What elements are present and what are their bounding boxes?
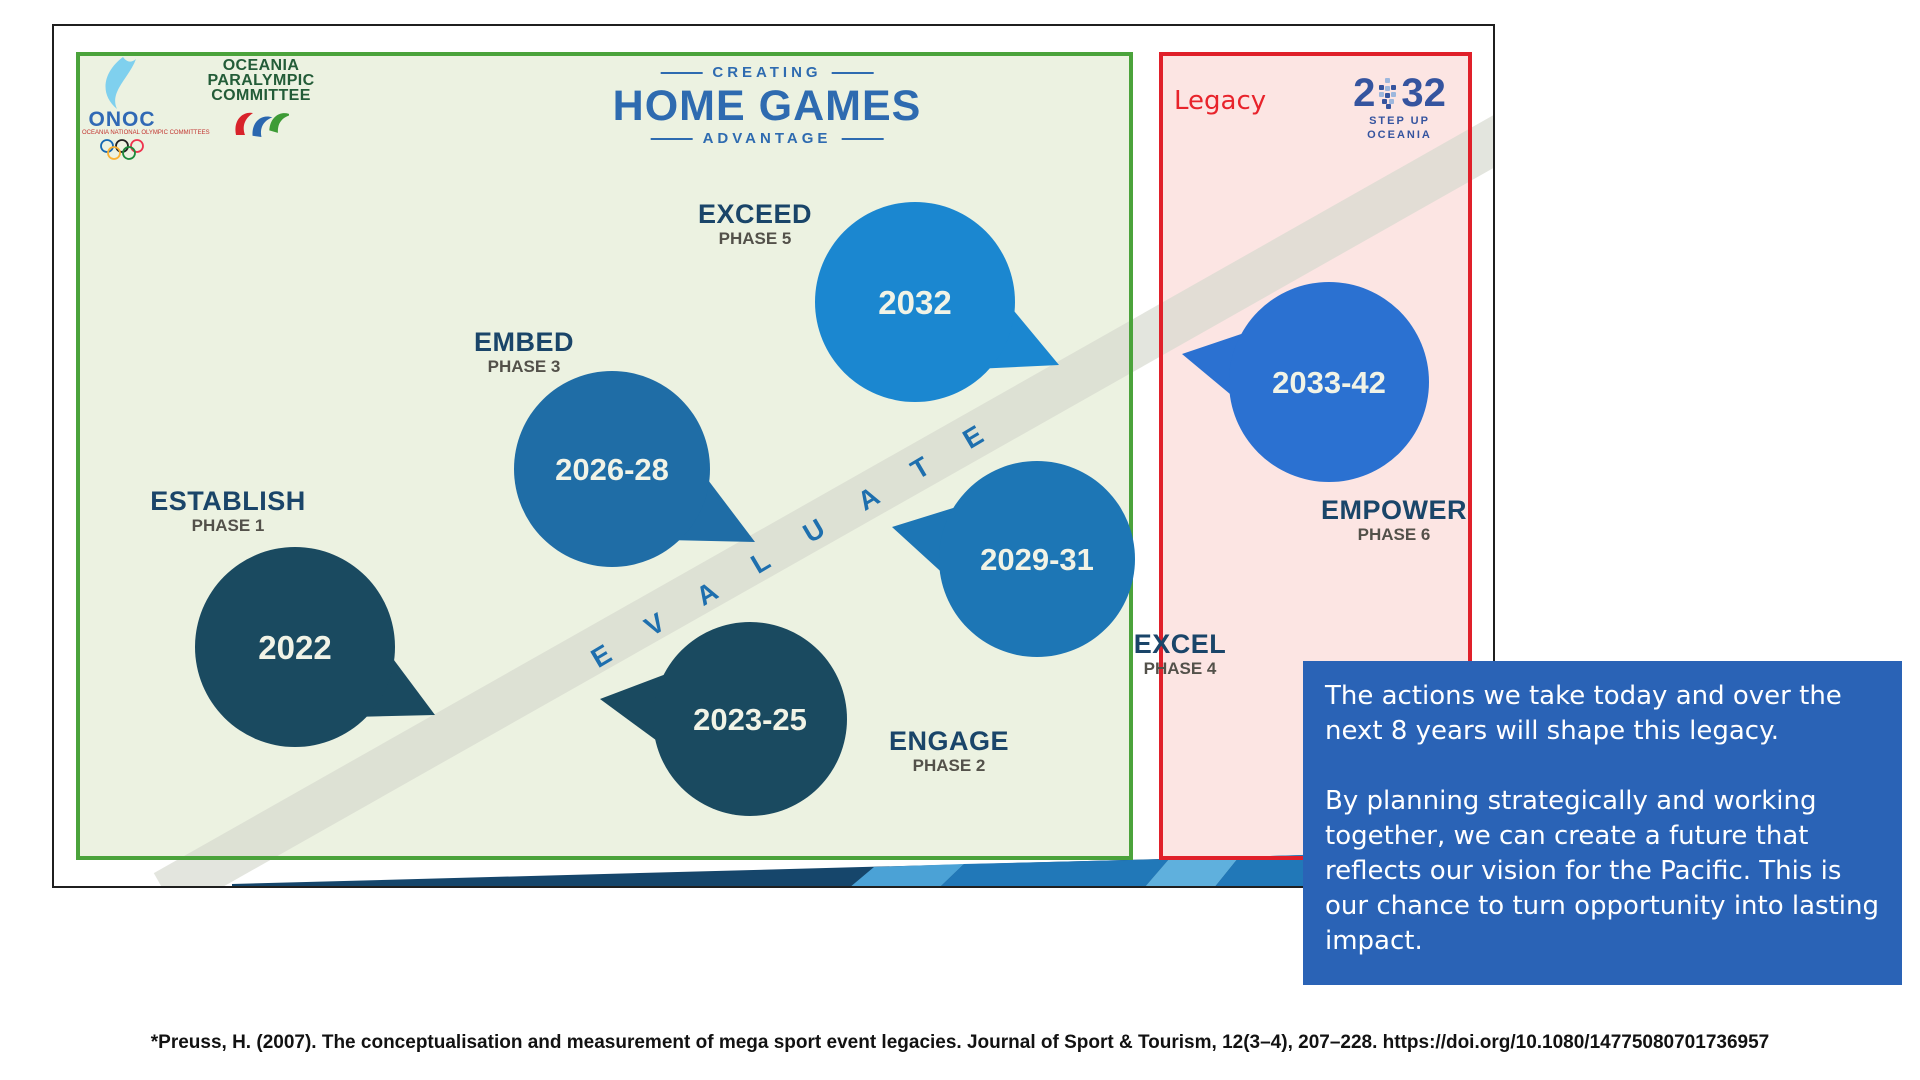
phase-number: PHASE 1 [191, 516, 265, 535]
phase-name: EMBED [473, 327, 575, 357]
phase-number: PHASE 2 [912, 756, 986, 775]
title-rule-right [831, 72, 874, 74]
logo-2032-dotted-zero-icon [1379, 78, 1397, 109]
phase-number: PHASE 4 [1143, 659, 1217, 678]
onoc-flame-icon [105, 57, 136, 109]
legacy-label: Legacy [1174, 86, 1267, 116]
title-main: HOME GAMES [612, 82, 922, 130]
paralympic-agitos-icon [235, 112, 289, 138]
phase-name: EXCEL [1133, 629, 1227, 659]
phase-label-embed: EMBED PHASE 3 [474, 328, 574, 378]
legacy-paragraph-1: The actions we take today and over the n… [1325, 681, 1842, 746]
logo-2032-step-up-oceania: 2 32 STEP UP OCEANIA [1337, 72, 1462, 142]
phase-name: ENGAGE [888, 726, 1010, 756]
title-rule-right2 [841, 138, 884, 140]
phase-number: PHASE 6 [1357, 525, 1431, 544]
citation-text: *Preuss, H. (2007). The conceptualisatio… [150, 1032, 1770, 1053]
opc-line1: OCEANIA [222, 57, 300, 74]
opc-line2: PARALYMPIC [207, 72, 315, 89]
opc-line3: COMMITTEE [211, 87, 311, 104]
slide-canvas: EVALUATE ONOC OCEANIA NATIONAL OLYMPIC C… [52, 24, 1495, 888]
phase-label-engage: ENGAGE PHASE 2 [889, 727, 1009, 777]
title-top: CREATING [712, 64, 822, 81]
onoc-wordmark: ONOC [88, 108, 156, 131]
oceania-paralympic-committee-logo: OCEANIA PARALYMPIC COMMITTEE [202, 58, 320, 139]
olympic-rings-icon [100, 139, 144, 160]
phase-name: EXCEED [697, 199, 813, 229]
phase-number: PHASE 5 [718, 229, 792, 248]
home-games-panel-border [76, 52, 1133, 860]
onoc-logo: ONOC OCEANIA NATIONAL OLYMPIC COMMITTEES [82, 56, 210, 161]
phase-number: PHASE 3 [487, 357, 561, 376]
logo-2032-left: 2 [1353, 71, 1376, 115]
title-bottom: ADVANTAGE [702, 130, 832, 147]
logo-2032-right: 32 [1401, 71, 1446, 115]
onoc-tagline: OCEANIA NATIONAL OLYMPIC COMMITTEES [82, 130, 210, 136]
title-rule-left2 [650, 138, 693, 140]
phase-label-excel: EXCEL PHASE 4 [1134, 630, 1227, 680]
phase-label-establish: ESTABLISH PHASE 1 [150, 487, 306, 537]
logo-2032-subtitle: STEP UP OCEANIA [1367, 115, 1432, 141]
phase-label-empower: EMPOWER PHASE 6 [1321, 496, 1467, 546]
phase-label-exceed: EXCEED PHASE 5 [698, 200, 812, 250]
legacy-paragraph-2: By planning strategically and working to… [1325, 786, 1879, 956]
phase-name: EMPOWER [1320, 495, 1468, 525]
phase-name: ESTABLISH [150, 486, 306, 516]
title-rule-left [660, 72, 703, 74]
legacy-statement-box: The actions we take today and over the n… [1303, 661, 1902, 985]
slide-title: CREATING HOME GAMES ADVANTAGE [613, 64, 922, 148]
